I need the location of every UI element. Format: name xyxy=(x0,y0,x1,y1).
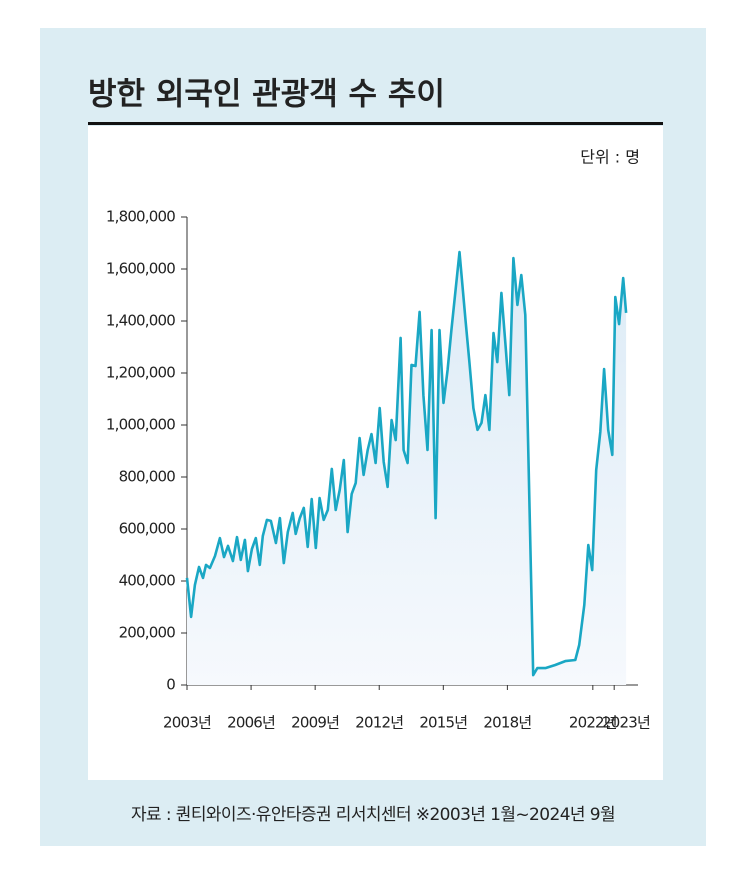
line xyxy=(185,250,628,677)
chart-title: 방한 외국인 관광객 수 추이 xyxy=(88,77,445,113)
area xyxy=(187,252,627,685)
y-tick-label: 1,200,000 xyxy=(106,364,175,382)
x-tick-label: 2018년 xyxy=(483,714,531,732)
x-tick-label: 2006년 xyxy=(227,714,275,732)
title-rule xyxy=(88,122,663,125)
y-tick-label: 1,400,000 xyxy=(106,312,175,330)
x-tick-label: 2012년 xyxy=(355,714,403,732)
unit-label: 단위 : 명 xyxy=(580,148,640,167)
x-tick-label: 2023년 xyxy=(602,714,650,732)
x-tick-label: 2003년 xyxy=(163,714,211,732)
x-tick-label: 2015년 xyxy=(419,714,467,732)
y-tick-label: 200,000 xyxy=(119,624,176,642)
x-tick-label: 2009년 xyxy=(291,714,339,732)
y-tick-label: 400,000 xyxy=(119,572,176,590)
y-tick-label: 1,000,000 xyxy=(106,416,175,434)
y-tick-label: 800,000 xyxy=(119,468,176,486)
source-note: 자료 : 퀀티와이즈·유안타증권 리서치센터 ※2003년 1월~2024년 9… xyxy=(131,805,615,825)
y-tick-label: 1,600,000 xyxy=(106,260,175,278)
y-tick-label: 1,800,000 xyxy=(106,208,175,226)
x-tick-label: 2022년 xyxy=(569,714,617,732)
y-tick-label: 600,000 xyxy=(119,520,176,538)
y-tick-label: 0 xyxy=(166,676,175,694)
